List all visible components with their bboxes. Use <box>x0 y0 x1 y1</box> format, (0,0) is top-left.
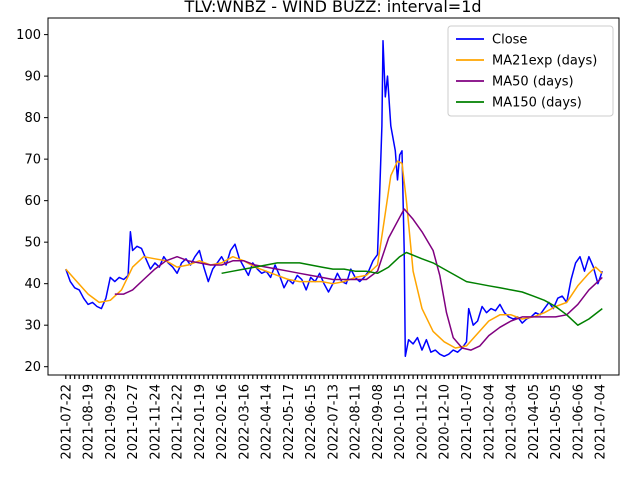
series-line-1 <box>65 160 603 349</box>
y-tick-label: 50 <box>24 236 41 251</box>
x-tick-label: 2021-02-04 <box>482 384 497 460</box>
x-tick-label: 2021-03-04 <box>505 384 520 460</box>
x-tick-label: 2022-04-14 <box>260 384 275 460</box>
x-tick-label: 2021-09-29 <box>104 384 119 460</box>
x-tick-label: 2020-11-12 <box>416 384 431 460</box>
x-tick-label: 2021-12-22 <box>171 384 186 460</box>
x-tick-label: 2021-06-06 <box>571 384 586 460</box>
x-tick-label: 2022-07-13 <box>326 384 341 460</box>
x-tick-label: 2022-09-08 <box>371 384 386 460</box>
x-tick-label: 2021-11-24 <box>148 384 163 460</box>
x-tick-label: 2021-08-19 <box>82 384 97 460</box>
y-tick-label: 40 <box>24 277 41 292</box>
legend-box <box>447 25 614 117</box>
chart-title: TLV:WNBZ - WIND BUZZ: interval=1d <box>183 0 481 16</box>
x-axis: 2021-07-22 2021-08-19 2021-09-29 2021-10-27… <box>59 375 609 460</box>
legend-label-2: MA50 (days) <box>492 75 574 90</box>
y-tick-label: 20 <box>24 360 41 375</box>
x-tick-label: 2021-01-07 <box>460 384 475 460</box>
legend-label-1: MA21exp (days) <box>492 54 597 69</box>
legend: Close MA21exp (days) MA50 (days) MA150 (day… <box>447 25 614 117</box>
y-tick-label: 70 <box>24 153 41 168</box>
x-tick-label: 2022-06-15 <box>304 384 319 460</box>
x-tick-label: 2022-02-16 <box>215 384 230 460</box>
x-tick-label: 2021-04-05 <box>527 384 542 460</box>
series-line-3 <box>221 251 603 326</box>
x-tick-label: 2022-05-17 <box>282 384 297 460</box>
x-tick-label: 2022-03-16 <box>237 384 252 460</box>
x-tick-label: 2022-01-19 <box>193 384 208 460</box>
x-tick-label: 2021-07-22 <box>59 384 74 460</box>
x-tick-label: 2022-08-11 <box>349 384 364 460</box>
y-axis: 20 30 40 50 60 70 80 90 100 <box>16 28 48 375</box>
y-tick-label: 90 <box>24 70 41 85</box>
y-tick-label: 80 <box>24 111 41 126</box>
plot-lines <box>65 40 604 358</box>
x-tick-label: 2020-10-15 <box>393 384 408 460</box>
y-tick-label: 100 <box>16 28 41 43</box>
y-tick-label: 60 <box>24 194 41 209</box>
legend-label-0: Close <box>492 33 527 48</box>
x-tick-label: 2021-10-27 <box>126 384 141 460</box>
legend-label-3: MA150 (days) <box>492 96 582 111</box>
x-tick-label: 2020-12-10 <box>438 384 453 460</box>
series-line-2 <box>114 208 603 351</box>
y-tick-label: 30 <box>24 319 41 334</box>
x-tick-label: 2021-05-05 <box>549 384 564 460</box>
x-tick-label: 2021-07-04 <box>594 384 609 460</box>
